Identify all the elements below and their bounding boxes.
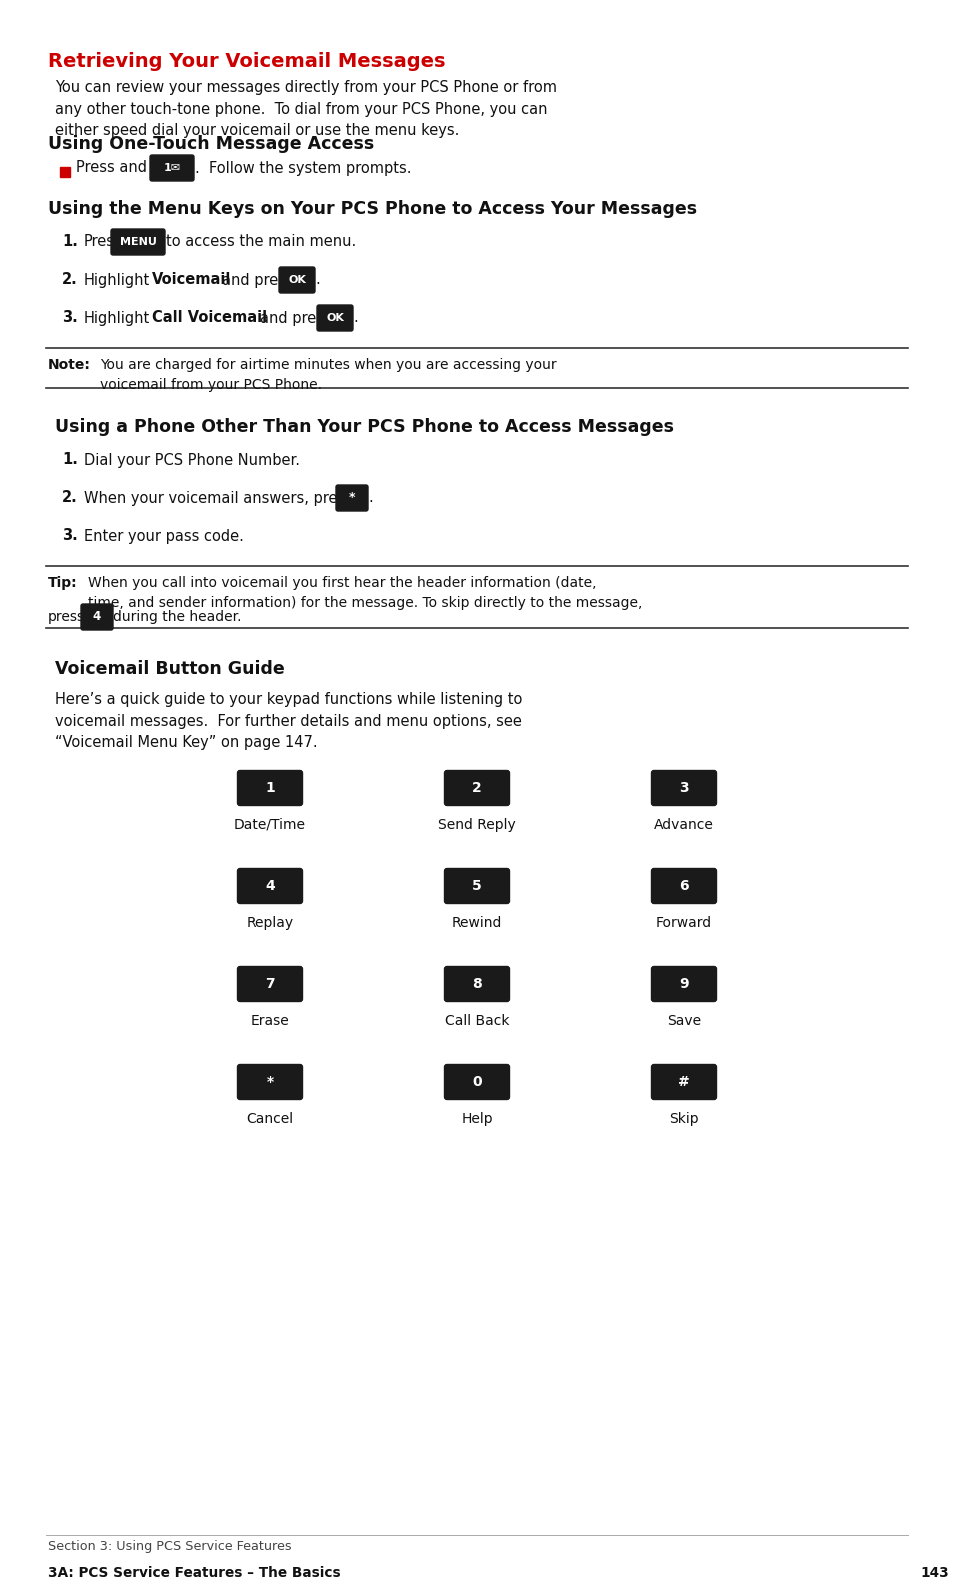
Text: OK: OK [326,313,344,323]
Text: 1✉: 1✉ [163,164,180,173]
Text: 4: 4 [265,879,274,894]
Text: press: press [48,611,85,623]
FancyBboxPatch shape [444,1064,509,1100]
Text: Press and hold: Press and hold [76,161,183,175]
Text: Call Back: Call Back [444,1014,509,1029]
Text: #: # [678,1075,689,1089]
Text: Voicemail Button Guide: Voicemail Button Guide [55,660,284,677]
FancyBboxPatch shape [111,229,165,254]
Text: Using One-Touch Message Access: Using One-Touch Message Access [48,135,374,153]
Text: You are charged for airtime minutes when you are accessing your
voicemail from y: You are charged for airtime minutes when… [100,358,556,393]
Text: 0: 0 [472,1075,481,1089]
Text: 2.: 2. [62,490,77,506]
FancyBboxPatch shape [651,771,716,806]
Text: 7: 7 [265,976,274,991]
FancyBboxPatch shape [651,967,716,1002]
Text: .: . [353,310,357,326]
Text: Call Voicemail: Call Voicemail [152,310,267,326]
Text: .: . [368,490,373,506]
Text: When your voicemail answers, press: When your voicemail answers, press [84,490,353,506]
Text: 3.: 3. [62,528,77,544]
FancyBboxPatch shape [278,267,314,293]
Text: Section 3: Using PCS Service Features: Section 3: Using PCS Service Features [48,1541,292,1553]
Text: *: * [349,491,355,504]
Text: Voicemail: Voicemail [152,272,232,288]
Text: 9: 9 [679,976,688,991]
Text: Erase: Erase [251,1014,289,1029]
Text: MENU: MENU [119,237,156,246]
Text: Save: Save [666,1014,700,1029]
FancyBboxPatch shape [316,305,353,331]
Text: 4: 4 [92,611,101,623]
FancyBboxPatch shape [335,485,368,510]
Text: Rewind: Rewind [452,916,501,930]
Text: 1: 1 [265,781,274,795]
Text: 3: 3 [679,781,688,795]
Text: 1.: 1. [62,453,78,467]
Text: *: * [266,1075,274,1089]
FancyBboxPatch shape [444,967,509,1002]
Text: Here’s a quick guide to your keypad functions while listening to
voicemail messa: Here’s a quick guide to your keypad func… [55,692,522,750]
Text: Skip: Skip [668,1111,699,1126]
Text: Send Reply: Send Reply [437,817,516,832]
Text: during the header.: during the header. [112,611,241,623]
Text: Highlight: Highlight [84,310,150,326]
Text: Advance: Advance [654,817,713,832]
FancyBboxPatch shape [237,771,302,806]
Text: Press: Press [84,234,123,250]
FancyBboxPatch shape [444,771,509,806]
Text: When you call into voicemail you first hear the header information (date,
time, : When you call into voicemail you first h… [88,576,641,611]
Text: to access the main menu.: to access the main menu. [166,234,355,250]
Text: .  Follow the system prompts.: . Follow the system prompts. [194,161,411,175]
FancyBboxPatch shape [237,868,302,903]
Text: Using the Menu Keys on Your PCS Phone to Access Your Messages: Using the Menu Keys on Your PCS Phone to… [48,200,697,218]
FancyBboxPatch shape [651,868,716,903]
Text: Replay: Replay [246,916,294,930]
Text: 3.: 3. [62,310,77,326]
Text: 8: 8 [472,976,481,991]
Text: 3A: PCS Service Features – The Basics: 3A: PCS Service Features – The Basics [48,1566,340,1580]
Text: Dial your PCS Phone Number.: Dial your PCS Phone Number. [84,453,299,467]
Text: 6: 6 [679,879,688,894]
Text: OK: OK [288,275,306,285]
Text: Help: Help [460,1111,493,1126]
FancyBboxPatch shape [651,1064,716,1100]
Text: Using a Phone Other Than Your PCS Phone to Access Messages: Using a Phone Other Than Your PCS Phone … [55,418,673,436]
Text: Tip:: Tip: [48,576,77,590]
Text: 1.: 1. [62,234,78,250]
Text: You can review your messages directly from your PCS Phone or from
any other touc: You can review your messages directly fr… [55,80,557,138]
FancyBboxPatch shape [81,604,112,630]
Text: .: . [314,272,319,288]
FancyBboxPatch shape [444,868,509,903]
FancyBboxPatch shape [237,1064,302,1100]
Text: Date/Time: Date/Time [233,817,306,832]
Text: Retrieving Your Voicemail Messages: Retrieving Your Voicemail Messages [48,52,445,72]
Text: Forward: Forward [656,916,711,930]
Text: Note:: Note: [48,358,91,372]
Text: Enter your pass code.: Enter your pass code. [84,528,244,544]
Text: 2.: 2. [62,272,77,288]
Text: and press: and press [222,272,294,288]
FancyBboxPatch shape [150,154,193,181]
Text: 2: 2 [472,781,481,795]
Text: 143: 143 [919,1566,947,1580]
Text: 5: 5 [472,879,481,894]
Text: and press: and press [260,310,332,326]
Text: Highlight: Highlight [84,272,150,288]
FancyBboxPatch shape [237,967,302,1002]
Bar [60,167,70,176]
Text: Cancel: Cancel [246,1111,294,1126]
